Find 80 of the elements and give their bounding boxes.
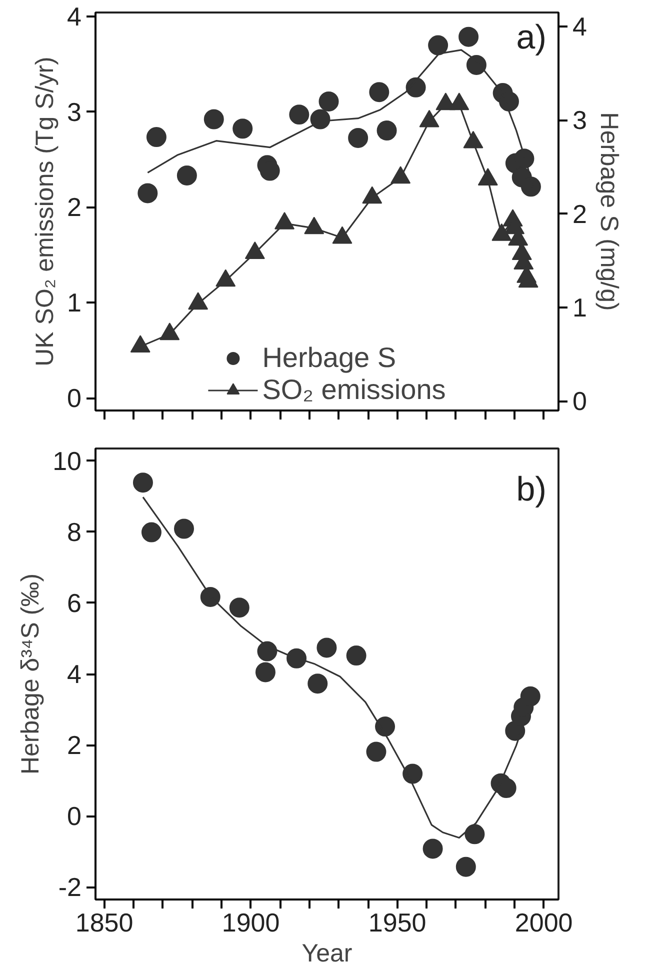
- y-tick-label: -2: [58, 872, 82, 902]
- point: [204, 109, 224, 130]
- point: [274, 212, 295, 230]
- point: [304, 216, 324, 234]
- point: [310, 109, 330, 130]
- y-tick-label: 0: [67, 383, 82, 414]
- y2-tick-label: 0: [572, 386, 587, 416]
- y-tick-label: 1: [67, 288, 82, 318]
- y-tick-label: 2: [67, 730, 82, 760]
- point: [406, 77, 426, 98]
- point: [390, 166, 411, 184]
- point: [138, 183, 158, 204]
- point: [496, 778, 516, 798]
- point: [362, 186, 382, 204]
- point: [174, 518, 194, 539]
- point: [308, 674, 328, 694]
- y2-tick-label: 3: [572, 105, 587, 136]
- y2-tick-label: 1: [572, 292, 587, 322]
- point: [289, 104, 310, 125]
- point: [369, 82, 390, 102]
- point: [141, 522, 162, 542]
- point: [316, 638, 337, 658]
- point: [520, 686, 540, 706]
- point: [229, 598, 250, 618]
- point: [375, 716, 396, 737]
- point: [255, 662, 276, 682]
- y-tick-label: 0: [67, 801, 82, 832]
- point: [332, 226, 352, 244]
- y-tick-label: 4: [67, 1, 82, 32]
- point: [176, 165, 197, 186]
- legend-label: SO₂ emissions: [262, 374, 446, 406]
- point: [318, 91, 339, 112]
- y-tick-label: 10: [52, 446, 82, 476]
- x-tick-label: 1950: [368, 908, 426, 938]
- y2-axis-title: Herbage S (mg/g): [594, 112, 623, 311]
- point: [257, 641, 278, 662]
- y-tick-label: 6: [67, 588, 82, 618]
- y-tick-label: 8: [67, 516, 82, 547]
- y-tick-label: 4: [67, 659, 82, 689]
- point: [132, 472, 153, 493]
- point: [456, 856, 476, 877]
- point: [428, 35, 448, 56]
- y2-tick-label: 2: [572, 198, 587, 229]
- point: [419, 110, 440, 128]
- point: [348, 128, 368, 148]
- point: [366, 742, 386, 762]
- point: [458, 26, 479, 47]
- point: [402, 764, 423, 784]
- y-axis-title: Herbage δ³⁴S (‰): [16, 573, 45, 775]
- point: [449, 92, 470, 110]
- annotation: b): [516, 470, 547, 508]
- legend-label: Herbage S: [262, 342, 396, 374]
- annotation: a): [516, 18, 547, 56]
- point: [376, 120, 397, 140]
- point: [463, 130, 484, 148]
- point: [188, 292, 208, 310]
- point: [478, 168, 498, 186]
- point: [346, 646, 366, 666]
- point: [146, 127, 166, 148]
- point: [200, 586, 220, 607]
- y-tick-label: 3: [67, 96, 82, 127]
- point: [232, 118, 253, 139]
- point: [498, 91, 519, 112]
- point: [422, 838, 443, 859]
- point: [244, 242, 265, 260]
- point: [286, 648, 307, 668]
- point: [130, 335, 150, 353]
- x-tick-label: 2000: [514, 908, 573, 938]
- y2-tick-label: 4: [572, 12, 587, 42]
- y-axis-title: UK SO₂ emissions (Tg S/yr): [31, 56, 60, 366]
- point: [492, 223, 512, 241]
- point: [520, 176, 541, 197]
- point: [160, 322, 180, 340]
- point: [216, 269, 236, 287]
- x-tick-label: 1850: [75, 908, 134, 938]
- y-tick-label: 2: [67, 192, 82, 222]
- point: [466, 54, 486, 75]
- x-tick-label: 1900: [222, 908, 280, 938]
- x-axis-title: Year: [302, 940, 352, 968]
- point: [464, 824, 485, 844]
